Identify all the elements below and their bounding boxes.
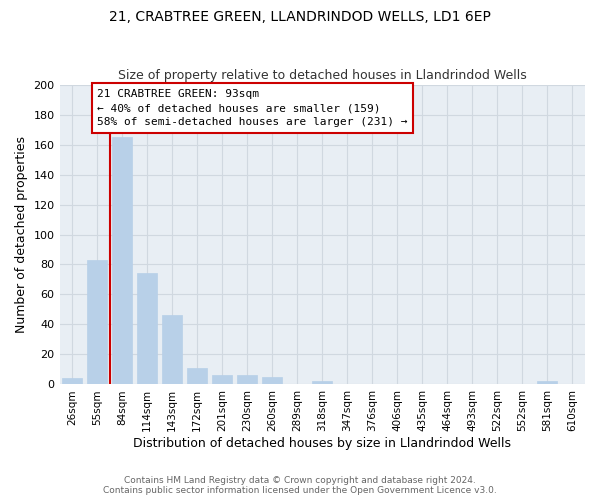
Bar bbox=[112, 137, 132, 384]
Bar bbox=[162, 316, 182, 384]
Y-axis label: Number of detached properties: Number of detached properties bbox=[15, 136, 28, 333]
Title: Size of property relative to detached houses in Llandrindod Wells: Size of property relative to detached ho… bbox=[118, 69, 527, 82]
Text: Contains HM Land Registry data © Crown copyright and database right 2024.
Contai: Contains HM Land Registry data © Crown c… bbox=[103, 476, 497, 495]
X-axis label: Distribution of detached houses by size in Llandrindod Wells: Distribution of detached houses by size … bbox=[133, 437, 511, 450]
Bar bbox=[212, 376, 232, 384]
Bar bbox=[312, 382, 332, 384]
Bar bbox=[237, 376, 257, 384]
Bar bbox=[187, 368, 207, 384]
Bar bbox=[262, 377, 282, 384]
Text: 21, CRABTREE GREEN, LLANDRINDOD WELLS, LD1 6EP: 21, CRABTREE GREEN, LLANDRINDOD WELLS, L… bbox=[109, 10, 491, 24]
Bar bbox=[137, 274, 157, 384]
Bar bbox=[62, 378, 82, 384]
Text: 21 CRABTREE GREEN: 93sqm
← 40% of detached houses are smaller (159)
58% of semi-: 21 CRABTREE GREEN: 93sqm ← 40% of detach… bbox=[97, 89, 407, 127]
Bar bbox=[87, 260, 107, 384]
Bar bbox=[538, 382, 557, 384]
